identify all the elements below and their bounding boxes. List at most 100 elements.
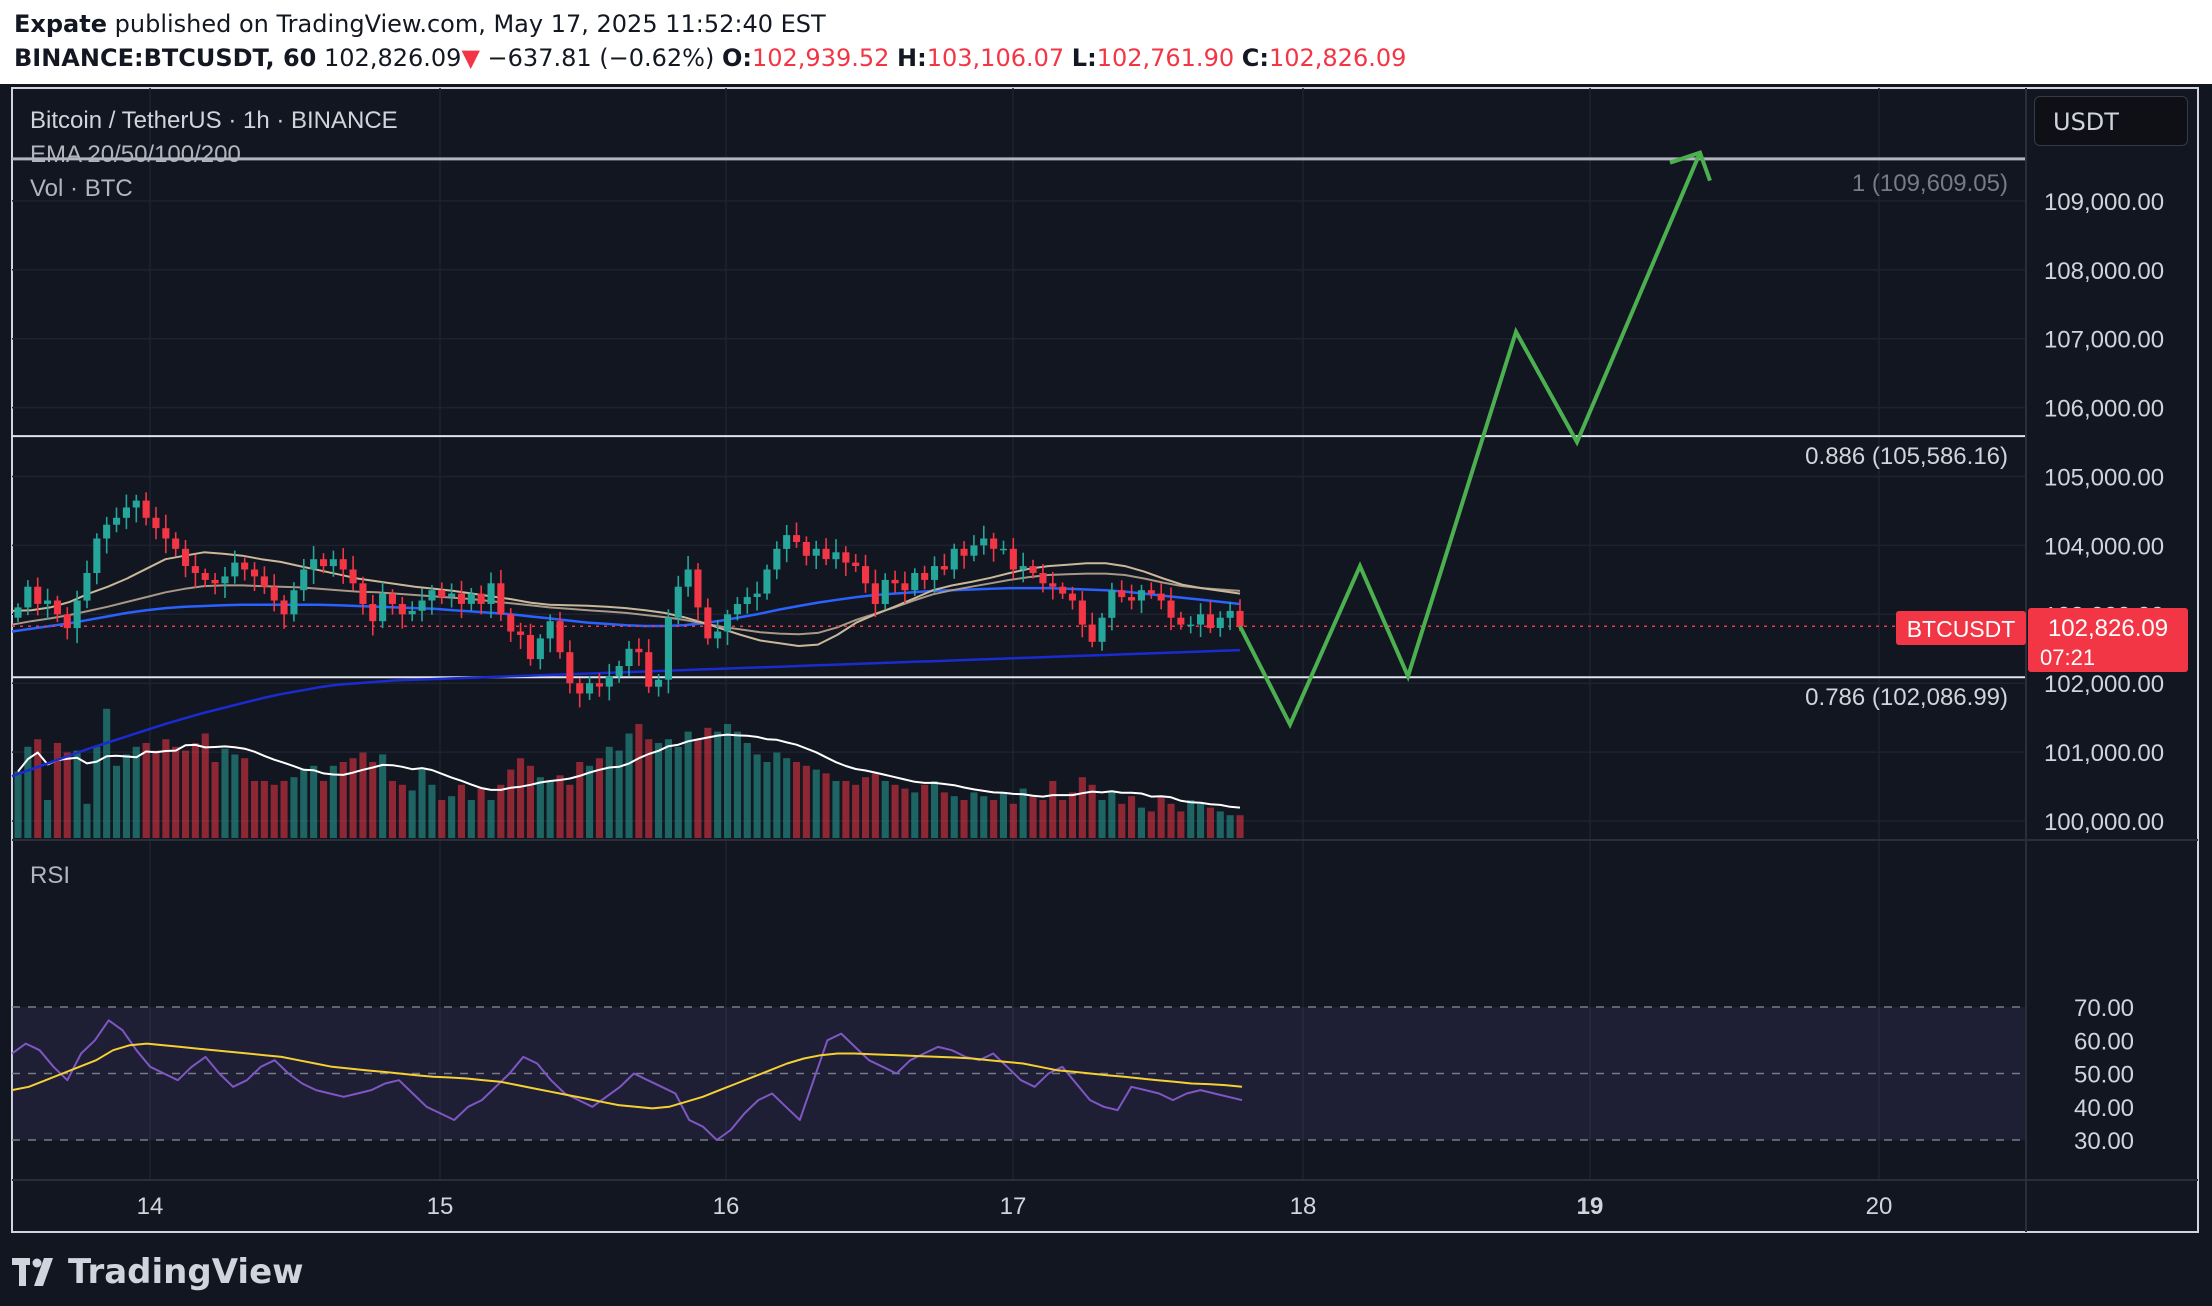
volume-bar — [1049, 781, 1057, 838]
candle-body — [280, 600, 288, 615]
candle-body — [182, 548, 190, 566]
volume-bar — [44, 800, 52, 838]
fib-level-label: 0.886 (105,586.16) — [1805, 443, 2008, 470]
open-label: O: — [721, 44, 752, 72]
time-tick-label: 17 — [1000, 1193, 1027, 1220]
volume-bar — [999, 792, 1007, 838]
candle-body — [615, 666, 623, 677]
volume-bar — [1118, 803, 1126, 838]
volume-bar — [625, 733, 633, 838]
candle-body — [477, 593, 485, 604]
legend-ema[interactable]: EMA 20/50/100/200 — [30, 141, 241, 168]
volume-bar — [73, 750, 81, 838]
volume-bar — [871, 773, 879, 838]
symbol-name: BINANCE:BTCUSDT, 60 — [14, 44, 317, 72]
tradingview-logo[interactable]: TradingView — [12, 1252, 304, 1292]
volume-bar — [1128, 796, 1136, 838]
volume-bar — [517, 758, 525, 838]
candle-body — [448, 593, 456, 597]
volume-bar — [448, 796, 456, 838]
rsi-tick-label: 60.00 — [2074, 1028, 2134, 1055]
last-price-tag: BTCUSDT 102,826.09 07:21 — [1896, 608, 2188, 672]
candle-body — [1216, 617, 1224, 628]
volume-bar — [182, 750, 190, 838]
candle-body — [1157, 593, 1165, 601]
volume-bar — [408, 790, 416, 838]
candle-body — [704, 607, 712, 639]
volume-bar — [1157, 796, 1165, 838]
volume-bar — [802, 765, 810, 838]
volume-bar — [349, 758, 357, 838]
volume-bar — [172, 746, 180, 838]
candle-body — [743, 597, 751, 604]
candle-body — [517, 631, 525, 635]
volume-bar — [1108, 792, 1116, 838]
price-tag-symbol-box — [1896, 611, 2026, 645]
volume-bar — [812, 769, 820, 838]
volume-bar — [1206, 807, 1214, 838]
last-price: 102,826.09 — [324, 44, 462, 72]
candle-body — [388, 593, 396, 604]
rsi-tick-label: 50.00 — [2074, 1062, 2134, 1089]
volume-bar — [645, 739, 653, 838]
candle-body — [694, 569, 702, 608]
volume-bar — [1009, 803, 1017, 838]
candle-body — [211, 579, 219, 584]
candle-body — [122, 507, 130, 518]
volume-bar — [586, 765, 594, 838]
candle-body — [231, 562, 239, 577]
candle-body — [339, 559, 347, 570]
rsi-tick-label: 40.00 — [2074, 1095, 2134, 1122]
chart-canvas[interactable]: 1 (109,609.05) 0.886 (105,586.16) 0.786 (1… — [0, 84, 2212, 1234]
time-tick-label: 14 — [137, 1193, 164, 1220]
projection-path[interactable] — [1238, 150, 1712, 730]
candle-body — [497, 583, 505, 615]
fib-retracement[interactable]: 1 (109,609.05) 0.886 (105,586.16) 0.786 (1… — [12, 157, 2026, 711]
volume-bar — [14, 771, 22, 838]
volume-bar — [1059, 800, 1067, 838]
volume-bar — [398, 784, 406, 838]
candle-body — [1088, 624, 1096, 642]
candle-body — [970, 545, 978, 556]
volume-bar — [83, 803, 91, 838]
candle-body — [152, 517, 160, 529]
price-tick-label: 105,000.00 — [2044, 465, 2164, 492]
candle-body — [1147, 590, 1155, 594]
volume-bar — [339, 762, 347, 838]
price-tick-label: 109,000.00 — [2044, 189, 2164, 216]
currency-unit-button[interactable]: USDT — [2034, 96, 2188, 146]
candle-body — [457, 593, 465, 604]
candle-body — [950, 548, 958, 570]
candle-body — [605, 676, 613, 687]
author-name[interactable]: Expate — [14, 10, 107, 38]
legend-vol[interactable]: Vol · BTC — [30, 175, 133, 202]
volume-bar — [251, 781, 259, 838]
volume-bar — [1137, 807, 1145, 838]
projection-arrowhead — [1669, 150, 1712, 182]
volume-bar — [329, 765, 337, 838]
volume-bar — [990, 800, 998, 838]
candle-body — [625, 648, 633, 666]
volume-bar — [1039, 800, 1047, 838]
candle-body — [1137, 590, 1145, 601]
candlestick-series[interactable] — [14, 492, 1244, 708]
volume-bar — [694, 739, 702, 838]
candle-body — [142, 500, 150, 518]
volume-bar — [605, 746, 613, 838]
volume-bar — [280, 781, 288, 838]
close-label: C: — [1241, 44, 1269, 72]
volume-bar — [369, 762, 377, 838]
candle-body — [645, 652, 653, 687]
volume-bar — [457, 784, 465, 838]
tradingview-logo-icon — [12, 1258, 53, 1286]
candle-body — [369, 604, 377, 622]
candle-body — [1197, 614, 1205, 625]
legend-title[interactable]: Bitcoin / TetherUS · 1h · BINANCE — [30, 107, 398, 134]
volume-bar — [655, 743, 663, 838]
volume-bar — [940, 792, 948, 838]
legend-rsi[interactable]: RSI — [30, 862, 70, 889]
volume-bar — [566, 784, 574, 838]
volume-bar — [477, 788, 485, 838]
volume-bar — [546, 781, 554, 838]
volume-bar — [595, 758, 603, 838]
